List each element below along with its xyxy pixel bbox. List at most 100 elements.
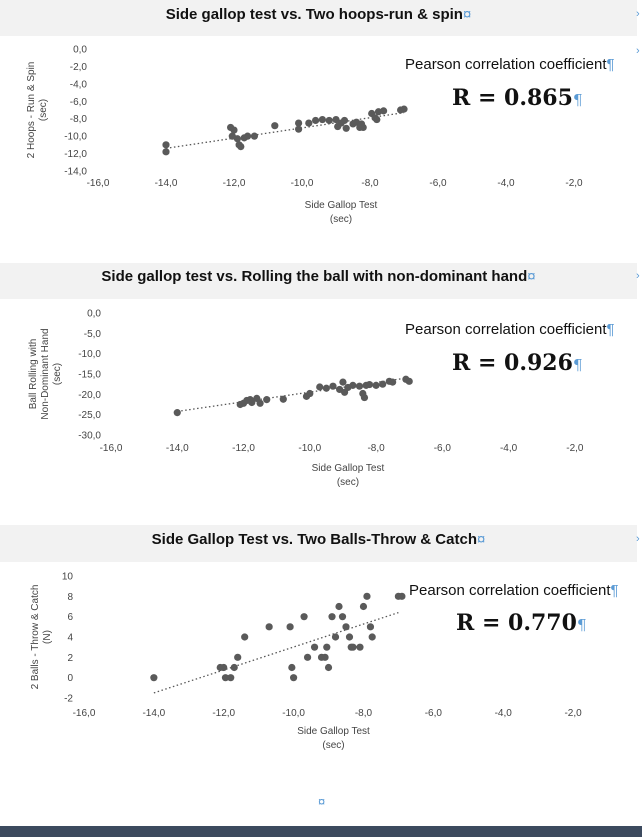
cell-end-mark: ¤ xyxy=(462,6,472,23)
data-point xyxy=(173,409,181,417)
y-axis-label: 2 Balls - Throw & Catch xyxy=(30,585,41,690)
data-point xyxy=(325,116,333,125)
y-tick-label: -20,0 xyxy=(78,390,101,401)
table-edge-mark: › xyxy=(636,533,640,545)
x-tick-label: -4,0 xyxy=(500,443,518,454)
x-axis-label: Side Gallop Test xyxy=(297,726,370,737)
table-edge-mark: › xyxy=(636,8,640,20)
cell-end-mark: ¤ xyxy=(476,531,486,548)
data-point xyxy=(295,125,303,133)
x-axis-label: Side Gallop Test xyxy=(312,463,385,474)
data-point xyxy=(220,663,228,672)
data-point xyxy=(233,135,241,143)
y-tick-label: -30,0 xyxy=(78,431,101,442)
data-point xyxy=(263,396,271,404)
data-point xyxy=(349,381,357,389)
x-tick-label: -10,0 xyxy=(291,178,314,189)
data-point xyxy=(271,122,279,130)
data-point xyxy=(355,382,364,390)
y-tick-label: -6,0 xyxy=(70,97,88,108)
pearson-label-2: Pearson correlation coefficient¶ xyxy=(405,321,615,338)
y-axis-label: Ball Rolling with xyxy=(28,339,39,410)
x-tick-label: -12,0 xyxy=(232,443,255,454)
data-point xyxy=(359,602,368,611)
x-tick-label: -16,0 xyxy=(73,708,96,719)
section-3-title-band xyxy=(0,525,637,562)
data-point xyxy=(323,643,331,651)
x-tick-label: -4,0 xyxy=(497,178,515,189)
data-point xyxy=(310,643,319,651)
data-point xyxy=(306,389,314,398)
data-point xyxy=(248,398,256,407)
data-point xyxy=(389,378,397,386)
data-point xyxy=(300,613,308,621)
chart-3-plot: 10 8 6 4 2 0 -2-16,0 -14,0 -12,0 -10,0 -8,0 -6,0 -4,… xyxy=(30,572,582,752)
x-tick-label: -2,0 xyxy=(566,443,584,454)
x-tick-label: -8,0 xyxy=(361,178,379,189)
data-point xyxy=(230,663,238,672)
y-axis-label: Non-Dominant Hand xyxy=(40,328,51,419)
data-point xyxy=(162,148,170,156)
data-point xyxy=(339,378,347,386)
data-point xyxy=(366,623,375,631)
y-tick-label: -15,0 xyxy=(78,370,101,381)
cell-end-mark: ¤ xyxy=(527,268,536,285)
data-point xyxy=(338,613,347,621)
data-point xyxy=(360,393,369,402)
y-tick-label: 6 xyxy=(67,612,73,623)
data-point xyxy=(372,381,380,389)
data-point xyxy=(365,380,374,389)
data-point xyxy=(230,126,238,134)
x-tick-label: -14,0 xyxy=(166,443,189,454)
x-tick-label: -6,0 xyxy=(434,443,452,454)
y-tick-label: -10,0 xyxy=(64,132,87,143)
x-tick-label: -12,0 xyxy=(212,708,235,719)
x-tick-label: -2,0 xyxy=(565,178,583,189)
chart-1-plot: 0,0-2,0-4,0-6,0-8,0-10,0-12,0-14,0-16,0-… xyxy=(26,45,583,226)
y-tick-label: 0,0 xyxy=(87,309,101,320)
x-axis-label: (sec) xyxy=(322,740,344,751)
y-tick-label: -8,0 xyxy=(70,114,88,125)
data-point xyxy=(400,105,408,113)
trendline xyxy=(165,111,405,149)
y-tick-label: -10,0 xyxy=(78,349,101,360)
data-point xyxy=(329,382,337,390)
bottom-bar xyxy=(0,826,642,837)
data-point xyxy=(345,633,354,641)
data-point xyxy=(237,143,245,151)
data-point xyxy=(265,623,273,631)
r-value-2: R = 0.926¶ xyxy=(452,350,583,376)
x-tick-label: -14,0 xyxy=(142,708,165,719)
data-point xyxy=(342,124,350,132)
table-edge-mark: › xyxy=(636,270,640,282)
data-point xyxy=(359,123,367,132)
y-tick-label: 0 xyxy=(67,673,73,684)
y-axis-label: (N) xyxy=(42,630,53,644)
trendline xyxy=(153,611,399,694)
y-tick-label: -2,0 xyxy=(70,62,88,73)
data-point xyxy=(303,653,312,661)
data-point xyxy=(349,643,357,651)
data-point xyxy=(318,115,326,124)
data-point xyxy=(256,399,264,407)
pearson-label-1: Pearson correlation coefficient¶ xyxy=(405,56,615,73)
data-point xyxy=(405,377,413,385)
y-tick-label: 2 xyxy=(67,653,73,664)
x-tick-label: -6,0 xyxy=(429,178,447,189)
pearson-label-3: Pearson correlation coefficient¶ xyxy=(409,582,619,599)
y-axis-label: 2 Hoops - Run & Spin xyxy=(26,62,37,159)
data-point xyxy=(250,132,258,140)
x-tick-label: -10,0 xyxy=(282,708,305,719)
x-tick-label: -8,0 xyxy=(367,443,385,454)
y-tick-label: 8 xyxy=(67,592,73,603)
section-3-title: Side Gallop Test vs. Two Balls-Throw & C… xyxy=(151,531,486,548)
x-axis-label: Side Gallop Test xyxy=(305,200,378,211)
section-1-title: Side gallop test vs. Two hoops-run & spi… xyxy=(165,6,472,23)
y-tick-label: -25,0 xyxy=(78,410,101,421)
data-point xyxy=(322,384,330,392)
section-2-title: Side gallop test vs. Rolling the ball wi… xyxy=(101,268,536,285)
x-tick-label: -2,0 xyxy=(564,708,582,719)
y-tick-label: -2 xyxy=(64,694,73,705)
data-point xyxy=(331,633,340,641)
data-point xyxy=(227,674,235,682)
